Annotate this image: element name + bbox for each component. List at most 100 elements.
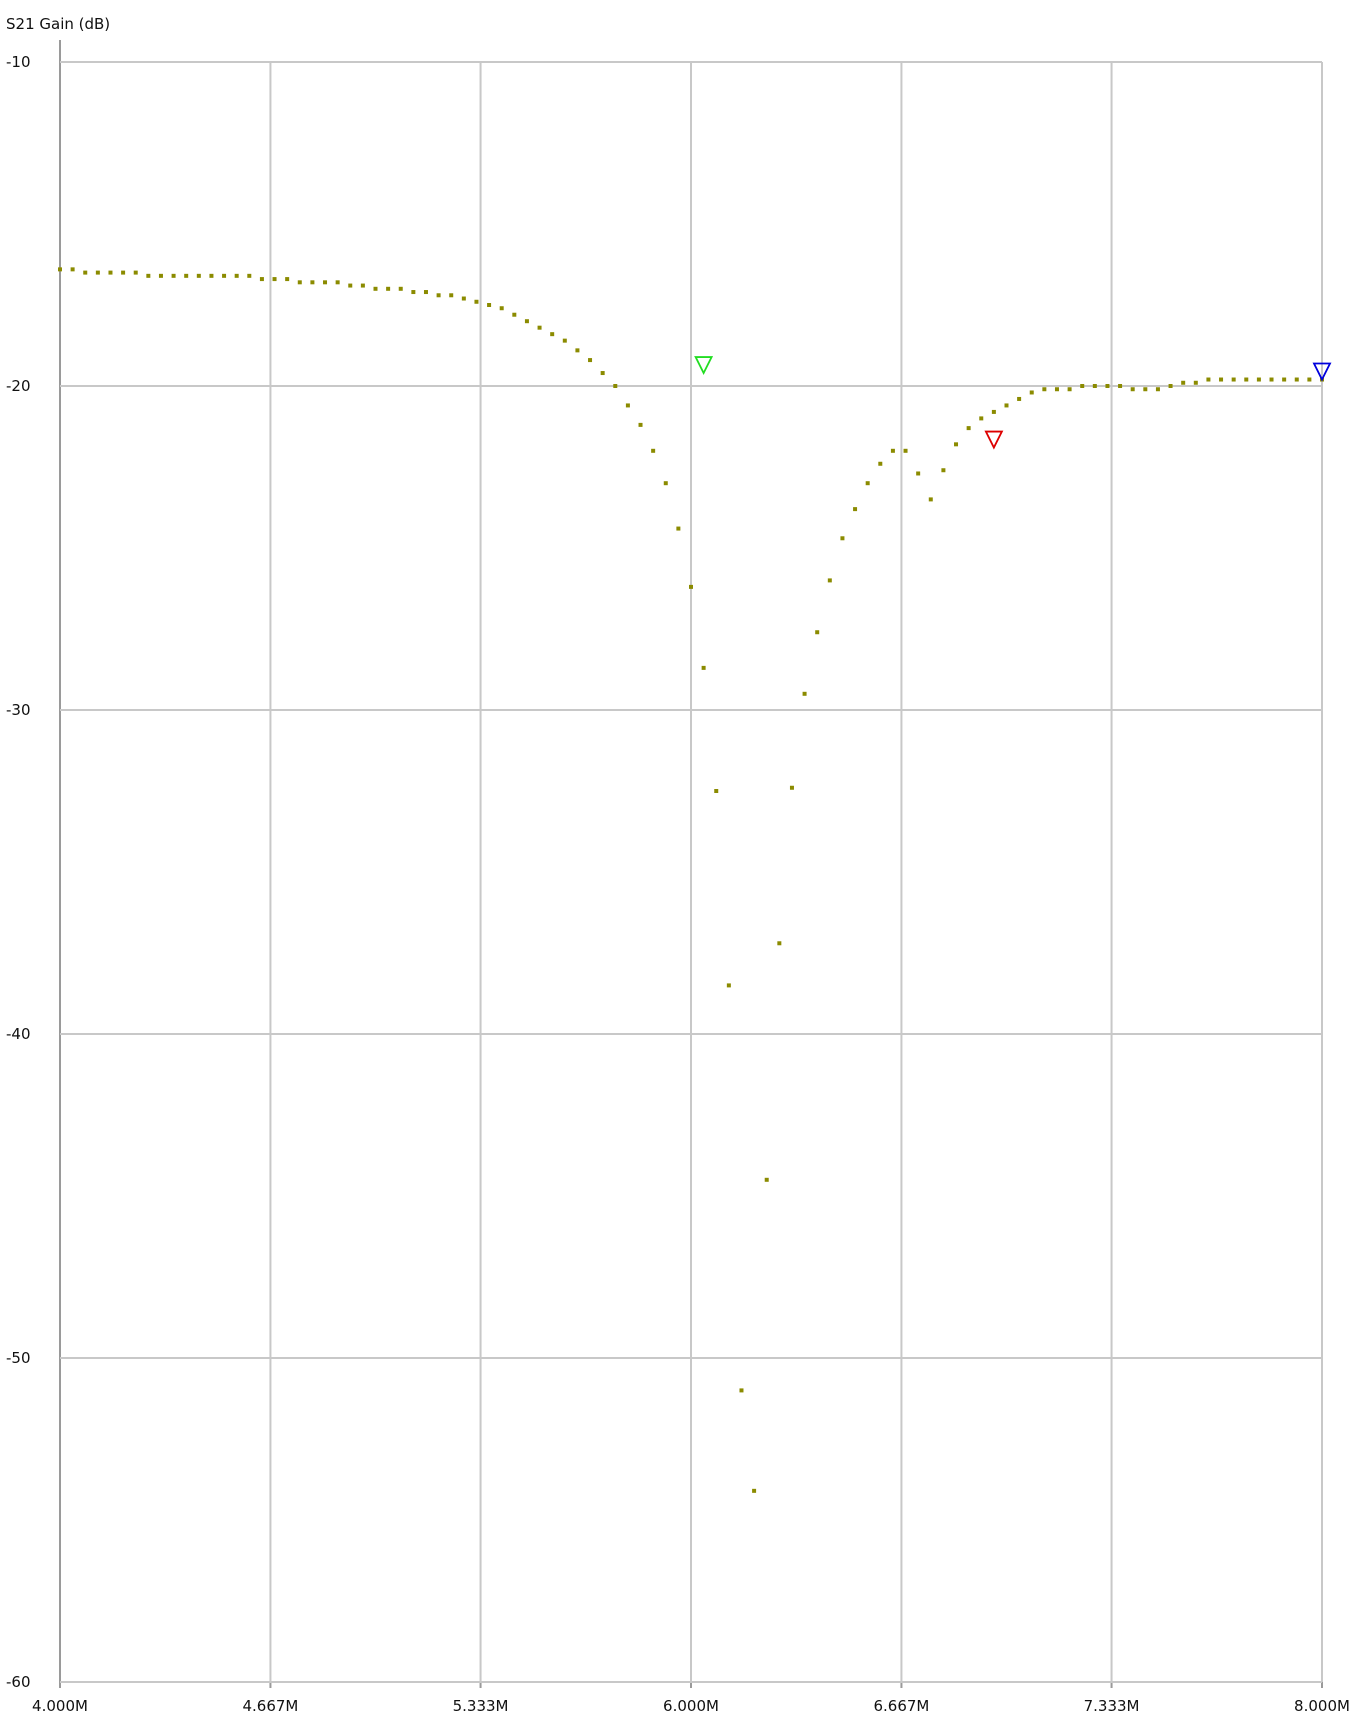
data-point xyxy=(1282,377,1287,382)
data-point xyxy=(588,358,593,363)
data-point xyxy=(499,306,504,311)
data-point xyxy=(651,448,656,453)
data-point xyxy=(1130,387,1135,392)
data-point xyxy=(890,448,895,453)
data-point xyxy=(777,941,782,946)
x-tick-label: 8.000M xyxy=(1294,1697,1350,1715)
data-point xyxy=(436,293,441,298)
data-point xyxy=(1054,387,1059,392)
data-point xyxy=(1017,396,1022,401)
frequency-markers xyxy=(694,356,1332,450)
data-point xyxy=(979,416,984,421)
data-point xyxy=(928,497,933,502)
data-point xyxy=(827,578,832,583)
data-point xyxy=(1029,390,1034,395)
data-point xyxy=(1155,387,1160,392)
data-point xyxy=(222,273,227,278)
data-point xyxy=(916,471,921,476)
data-point xyxy=(1231,377,1236,382)
data-point xyxy=(638,422,643,427)
data-point xyxy=(474,299,479,304)
x-tick-label: 6.667M xyxy=(873,1697,929,1715)
data-point xyxy=(335,280,340,285)
data-point xyxy=(348,283,353,288)
data-point xyxy=(133,270,138,275)
data-point xyxy=(121,270,126,275)
data-point xyxy=(701,665,706,670)
y-tick-label: -10 xyxy=(6,53,31,71)
data-point xyxy=(423,290,428,295)
data-point xyxy=(209,273,214,278)
x-tick-label: 4.667M xyxy=(242,1697,298,1715)
data-point xyxy=(1143,387,1148,392)
data-point xyxy=(853,507,858,512)
y-tick-label: -50 xyxy=(6,1349,31,1367)
y-axis-title: S21 Gain (dB) xyxy=(6,15,110,33)
data-point xyxy=(184,273,189,278)
data-point xyxy=(1219,377,1224,382)
y-tick-label: -20 xyxy=(6,377,31,395)
data-point xyxy=(802,691,807,696)
x-tick-label: 5.333M xyxy=(453,1697,509,1715)
data-point xyxy=(259,277,264,282)
data-point xyxy=(1256,377,1261,382)
x-tick-label: 4.000M xyxy=(32,1697,88,1715)
data-point xyxy=(537,325,542,330)
data-point xyxy=(398,286,403,291)
data-point xyxy=(1193,380,1198,385)
data-point xyxy=(234,273,239,278)
data-point xyxy=(411,290,416,295)
data-point xyxy=(954,442,959,447)
data-point xyxy=(83,270,88,275)
data-point xyxy=(461,296,466,301)
data-point xyxy=(764,1177,769,1182)
data-point xyxy=(941,468,946,473)
data-point xyxy=(1181,380,1186,385)
data-point xyxy=(360,283,365,288)
data-point xyxy=(171,273,176,278)
marker-triangle[interactable] xyxy=(694,356,714,376)
data-point xyxy=(1269,377,1274,382)
data-point xyxy=(386,286,391,291)
data-point xyxy=(789,785,794,790)
data-point xyxy=(449,293,454,298)
data-point xyxy=(285,277,290,282)
marker-triangle[interactable] xyxy=(984,430,1004,450)
data-point xyxy=(297,280,302,285)
data-point xyxy=(1042,387,1047,392)
data-point xyxy=(903,448,908,453)
data-point xyxy=(512,312,517,317)
data-point xyxy=(1168,384,1173,388)
data-point xyxy=(752,1488,757,1493)
data-point xyxy=(840,536,845,541)
data-point xyxy=(196,273,201,278)
data-point xyxy=(562,338,567,343)
data-point xyxy=(714,789,719,793)
y-tick-label: -40 xyxy=(6,1025,31,1043)
data-point xyxy=(625,403,630,408)
data-point xyxy=(865,481,870,486)
data-point xyxy=(1294,377,1299,382)
data-point xyxy=(1307,377,1312,382)
data-point xyxy=(272,277,277,282)
data-point xyxy=(600,371,605,376)
data-point xyxy=(689,584,693,589)
data-point xyxy=(1105,384,1110,388)
x-tick-label: 7.333M xyxy=(1084,1697,1140,1715)
data-point xyxy=(1067,387,1072,392)
data-point xyxy=(663,481,668,486)
data-point xyxy=(726,983,731,988)
data-point xyxy=(247,273,252,278)
x-tick-label: 6.000M xyxy=(663,1697,719,1715)
data-point xyxy=(310,280,315,285)
data-point xyxy=(323,280,328,285)
y-tick-label: -60 xyxy=(6,1673,31,1691)
grid-lines xyxy=(59,40,1323,1688)
data-point xyxy=(966,426,971,431)
data-point xyxy=(613,384,618,388)
marker-triangle[interactable] xyxy=(1312,362,1332,382)
data-point xyxy=(676,526,681,531)
y-tick-labels: -10 -20 -30 -40 -50 -60 xyxy=(6,53,31,1691)
data-point xyxy=(550,332,555,337)
